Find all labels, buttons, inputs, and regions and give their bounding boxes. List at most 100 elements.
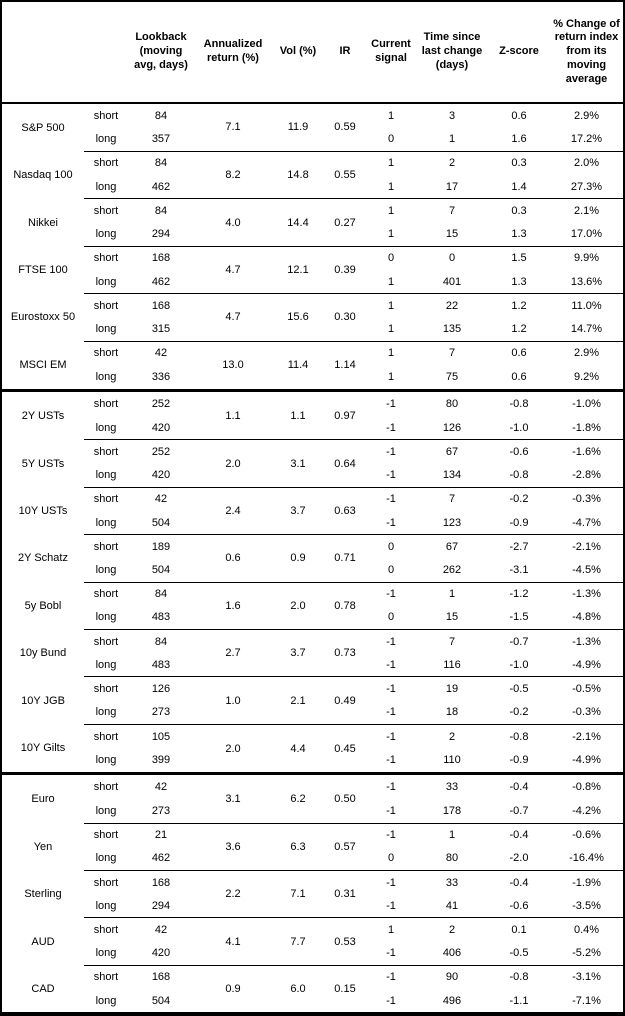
vol-value: 6.0: [272, 964, 324, 1012]
pct-change-value: -16.4%: [569, 852, 604, 865]
time-since-value: 18: [445, 706, 459, 719]
signal-value: -1: [366, 676, 416, 701]
zscore-value: 0.6: [511, 370, 527, 383]
side-label: short: [84, 917, 128, 942]
annualized-return-value: 3.6: [194, 822, 272, 871]
time-since-value: 67: [416, 439, 488, 464]
ir-value: 0.55: [324, 150, 366, 199]
table-row: long 504 -1 123 -0.9 -4.7%: [2, 511, 623, 535]
time-since-value: 90: [416, 964, 488, 990]
ir-value: 0.57: [324, 822, 366, 871]
asset-name: 2Y Schatz: [18, 552, 68, 565]
signal-value: -1: [366, 723, 416, 749]
time-since-value: 7: [416, 340, 488, 365]
asset-name: 10Y JGB: [21, 694, 65, 707]
zscore-value: 1.6: [511, 133, 527, 146]
side-label: long: [95, 706, 117, 719]
header-asset: [2, 2, 84, 104]
pct-change-value: 14.7%: [570, 323, 603, 336]
pct-change-value: -4.5%: [572, 563, 601, 576]
pct-change-value: -2.1%: [550, 534, 623, 559]
time-since-value: 123: [442, 516, 462, 529]
vol-value: 2.1: [272, 676, 324, 725]
signal-value: 1: [387, 275, 395, 288]
time-since-value: 406: [442, 947, 462, 960]
lookback-value: 168: [128, 293, 194, 318]
ir-value: 1.14: [324, 340, 366, 391]
table-row: 2Y Schatz short 189 0.6 0.9 0.71 0 67 -2.7 -2.1%: [2, 534, 623, 583]
ir-value: 0.30: [324, 293, 366, 342]
lookback-value: 168: [128, 245, 194, 270]
table-row: long 294 -1 41 -0.6 -3.5%: [2, 894, 623, 918]
table-row: long 504 -1 496 -1.1 -7.1%: [2, 989, 623, 1012]
side-label: long: [95, 133, 117, 146]
asset-name: MSCI EM: [19, 359, 67, 372]
side-label: short: [84, 772, 128, 800]
side-label: long: [95, 947, 117, 960]
signal-value: 1: [366, 917, 416, 942]
table-row: long 483 -1 116 -1.0 -4.9%: [2, 653, 623, 677]
signal-value: -1: [386, 947, 396, 960]
lookback-value: 42: [128, 486, 194, 511]
vol-value: 0.9: [272, 534, 324, 583]
time-since-value: 19: [416, 676, 488, 701]
vol-value: 4.4: [272, 723, 324, 774]
pct-change-value: -3.1%: [550, 964, 623, 990]
zscore-value: -1.1: [509, 994, 529, 1007]
asset-name: 10Y USTs: [18, 504, 68, 517]
lookback-value: 462: [151, 180, 171, 193]
side-label: long: [95, 275, 117, 288]
annualized-return-value: 2.2: [194, 869, 272, 918]
ir-value: 0.31: [324, 869, 366, 918]
lookback-value: 504: [151, 994, 171, 1007]
ir-value: 0.64: [324, 439, 366, 488]
lookback-value: 357: [151, 133, 171, 146]
lookback-value: 42: [128, 340, 194, 365]
table-row: long 273 -1 178 -0.7 -4.2%: [2, 799, 623, 823]
annualized-return-value: 1.6: [194, 581, 272, 630]
zscore-value: -0.5: [509, 947, 529, 960]
ir-value: 0.53: [324, 917, 366, 966]
time-since-value: 7: [416, 198, 488, 223]
time-since-value: 67: [416, 534, 488, 559]
annualized-return-value: 7.1: [225, 121, 241, 134]
lookback-value: 252: [128, 388, 194, 417]
table-row: Nikkei short 84 4.0 14.4 0.27 1 7 0.3 2.1%: [2, 198, 623, 247]
time-since-value: 0: [416, 245, 488, 270]
side-label: long: [95, 469, 117, 482]
lookback-value: 504: [151, 563, 171, 576]
side-label: short: [84, 723, 128, 749]
signal-value: -1: [386, 469, 396, 482]
time-since-value: 262: [442, 563, 462, 576]
zscore-value: -0.2: [509, 706, 529, 719]
lookback-value: 420: [151, 469, 171, 482]
pct-change-value: 0.4%: [550, 917, 623, 942]
table-row: long 336 1 75 0.6 9.2%: [2, 365, 623, 391]
vol-value: 14.8: [272, 150, 324, 199]
vol-value: 6.2: [272, 772, 324, 824]
side-label: short: [84, 964, 128, 990]
table-row: 10Y USTs short 42 2.4 3.7 0.63 -1 7 -0.2 -0.3%: [2, 486, 623, 535]
header-side: [84, 2, 128, 104]
side-label: long: [95, 516, 117, 529]
time-since-value: 1: [416, 822, 488, 847]
time-since-value: 15: [445, 611, 459, 624]
zscore-value: -0.2: [488, 486, 550, 511]
pct-change-value: 27.3%: [570, 180, 603, 193]
signal-value: -1: [386, 899, 396, 912]
lookback-value: 294: [151, 228, 171, 241]
lookback-value: 84: [128, 629, 194, 654]
vol-value: 3.1: [272, 439, 324, 488]
signal-value: 1: [366, 293, 416, 318]
side-label: long: [95, 370, 117, 383]
header-ir: IR: [324, 2, 366, 104]
lookback-value: 42: [128, 917, 194, 942]
asset-name: FTSE 100: [18, 263, 68, 276]
asset-name: 10Y Gilts: [20, 742, 66, 755]
pct-change-value: 9.2%: [573, 370, 600, 383]
signal-value: -1: [386, 421, 396, 434]
signal-value: -1: [366, 439, 416, 464]
annualized-return-value: 1.1: [194, 388, 272, 440]
lookback-value: 84: [128, 581, 194, 606]
ir-value: 0.97: [324, 388, 366, 440]
